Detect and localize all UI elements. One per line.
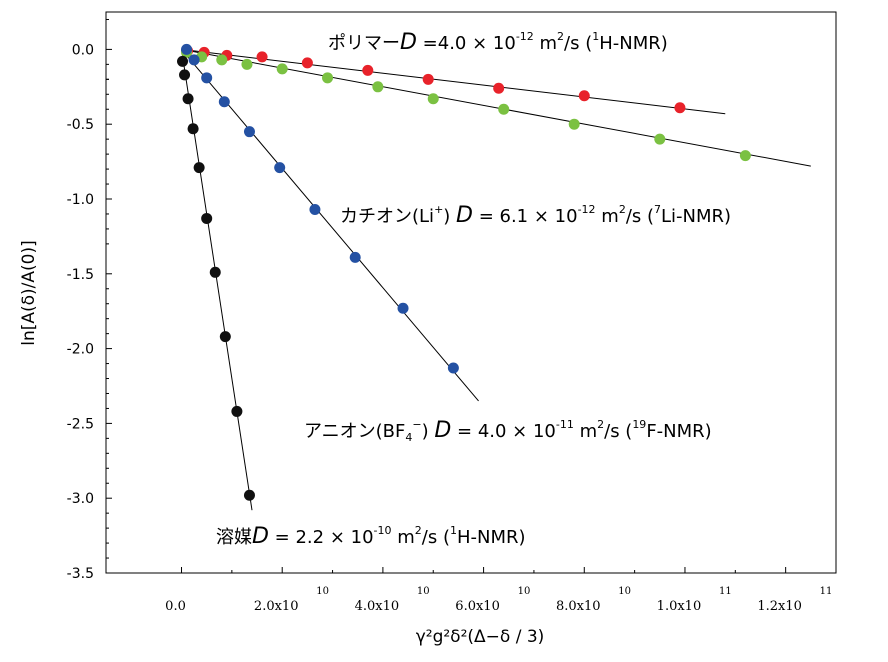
x-tick-exponent: 11 <box>820 586 833 597</box>
data-point <box>674 102 686 114</box>
annotation-polymer: ポリマーD =4.0 × 10-12 m2/s (1H-NMR) <box>328 30 668 55</box>
data-point <box>498 103 510 115</box>
data-point <box>179 69 191 81</box>
y-tick-label: -1.5 <box>67 267 94 283</box>
data-point <box>578 90 590 102</box>
data-point <box>218 96 230 108</box>
data-point <box>568 118 580 130</box>
data-point <box>201 72 213 84</box>
data-point <box>256 51 268 63</box>
fit-line-アニオン <box>181 49 479 402</box>
y-tick-labels: 0.0 -0.5 -1.0 -1.5 -2.0 -2.5 -3.0 -3.5 <box>67 42 94 582</box>
axis-ticks <box>106 18 787 574</box>
x-tick-label: 0.0 <box>165 599 186 614</box>
data-point <box>422 73 434 85</box>
data-point <box>493 82 505 94</box>
data-point <box>216 54 228 66</box>
annotation-cation: カチオン(Li+) D = 6.1 × 10-12 m2/s (7Li-NMR) <box>340 203 731 228</box>
fit-line-カチオン <box>181 48 811 167</box>
data-point <box>349 251 361 263</box>
data-point <box>231 405 243 417</box>
data-point <box>309 203 321 215</box>
data-point <box>372 81 384 93</box>
y-tick-label: -3.5 <box>67 566 94 582</box>
x-tick-label: 1.2x10 <box>757 599 802 614</box>
data-point <box>187 123 199 135</box>
data-point <box>301 57 313 69</box>
data-point <box>181 43 193 55</box>
data-point <box>654 133 666 145</box>
fit-line-溶媒 <box>181 49 253 511</box>
data-points <box>177 43 751 501</box>
y-tick-label: 0.0 <box>72 42 94 58</box>
y-tick-label: -2.5 <box>67 416 94 432</box>
data-point <box>397 302 409 314</box>
y-axis-title: ln[A(δ)/A(0)] <box>19 240 39 346</box>
data-point <box>182 93 194 105</box>
x-tick-exponent: 10 <box>417 586 430 597</box>
data-point <box>276 63 288 75</box>
data-point <box>739 150 751 162</box>
data-point <box>243 126 255 138</box>
x-tick-exponent: 11 <box>719 586 732 597</box>
x-tick-label: 8.0x10 <box>556 599 601 614</box>
data-point <box>193 162 205 174</box>
y-tick-label: -3.0 <box>67 491 94 507</box>
y-tick-label: -1.0 <box>67 192 94 208</box>
x-tick-label: 2.0x10 <box>254 599 299 614</box>
data-point <box>209 266 221 278</box>
annotation-anion: アニオン(BF4−) D = 4.0 × 10-11 m2/s (19F-NMR… <box>304 418 712 444</box>
x-tick-labels: 0.0 2.0x10 10 4.0x10 10 6.0x10 10 8.0x10 10 1.0x1… <box>165 586 832 614</box>
x-tick-label: 4.0x10 <box>355 599 400 614</box>
data-point <box>243 489 255 501</box>
data-point <box>188 54 200 66</box>
x-tick-label: 1.0x10 <box>657 599 702 614</box>
data-point <box>322 72 334 84</box>
data-point <box>177 55 189 67</box>
y-tick-label: -2.0 <box>67 342 94 358</box>
x-tick-exponent: 10 <box>316 586 329 597</box>
x-axis-title: γ²g²δ²(Δ−δ / 3) <box>416 627 545 647</box>
y-tick-label: -0.5 <box>67 117 94 133</box>
x-tick-exponent: 10 <box>518 586 531 597</box>
data-point <box>427 93 439 105</box>
data-point <box>362 64 374 76</box>
annotation-solvent: 溶媒D = 2.2 × 10-10 m2/s (1H-NMR) <box>216 524 526 549</box>
x-tick-exponent: 10 <box>618 586 631 597</box>
plot-frame <box>105 11 837 574</box>
data-point <box>274 162 286 174</box>
data-point <box>241 58 253 70</box>
data-point <box>219 331 231 343</box>
x-tick-label: 6.0x10 <box>455 599 500 614</box>
data-point <box>447 362 459 374</box>
fit-line-ポリマー <box>181 48 726 115</box>
data-point <box>201 212 213 224</box>
